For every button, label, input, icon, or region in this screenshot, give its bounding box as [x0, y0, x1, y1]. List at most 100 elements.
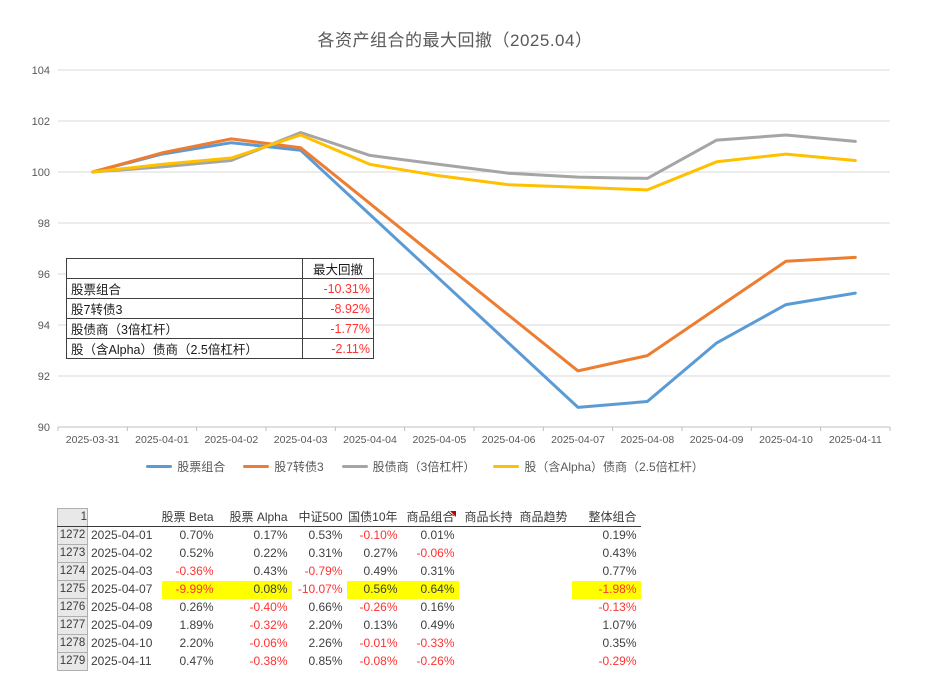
- value-cell[interactable]: 0.01%: [420, 528, 455, 543]
- row-number[interactable]: 1272: [57, 526, 88, 545]
- value-cell[interactable]: [517, 635, 572, 653]
- value-cell[interactable]: 2.20%: [179, 636, 214, 650]
- value-cell[interactable]: -0.36%: [175, 564, 214, 578]
- value-cell[interactable]: [459, 617, 517, 635]
- value-cell[interactable]: 0.19%: [602, 528, 637, 543]
- value-cell[interactable]: -0.06%: [249, 636, 288, 650]
- column-header-7[interactable]: 整体组合: [571, 508, 641, 527]
- value-cell[interactable]: [459, 563, 517, 581]
- row-number[interactable]: 1279: [57, 652, 88, 671]
- value-cell[interactable]: 0.49%: [363, 564, 398, 578]
- column-header-4[interactable]: 商品组合: [401, 508, 459, 527]
- value-cell[interactable]: 0.85%: [308, 654, 343, 668]
- value-cell[interactable]: 0.70%: [179, 528, 214, 543]
- value-cell[interactable]: 0.08%: [217, 580, 292, 599]
- value-cell[interactable]: [517, 581, 572, 599]
- column-header-5[interactable]: 商品长持: [458, 508, 517, 527]
- value-cell[interactable]: [517, 653, 572, 671]
- date-cell[interactable]: 2025-04-10: [91, 636, 153, 650]
- date-cell[interactable]: 2025-04-03: [91, 564, 153, 578]
- value-cell[interactable]: -0.29%: [598, 654, 637, 668]
- value-cell[interactable]: -0.26%: [416, 654, 455, 668]
- x-axis-label: 2025-04-05: [412, 434, 466, 446]
- row-number-header[interactable]: 1: [57, 508, 88, 527]
- column-header-2[interactable]: 中证500: [291, 508, 347, 527]
- value-cell[interactable]: 0.64%: [401, 580, 459, 599]
- x-axis-ticks: [57, 427, 891, 431]
- value-cell[interactable]: -0.33%: [416, 636, 455, 650]
- value-cell[interactable]: -0.38%: [249, 654, 288, 668]
- row-number[interactable]: 1278: [57, 634, 88, 653]
- value-cell[interactable]: [459, 581, 517, 599]
- value-cell[interactable]: -10.07%: [297, 582, 343, 596]
- y-axis-label: 92: [38, 371, 50, 383]
- value-cell[interactable]: 0.35%: [602, 636, 637, 650]
- value-cell[interactable]: 0.16%: [420, 600, 455, 614]
- spreadsheet-table: 1 股票 Beta 股票 Alpha 中证500 国债10年 商品组合 商品长持 商品趋势整…: [57, 508, 641, 671]
- value-cell[interactable]: 0.77%: [602, 564, 637, 578]
- date-cell[interactable]: 2025-04-11: [91, 654, 152, 668]
- row-number[interactable]: 1276: [57, 598, 88, 617]
- value-cell[interactable]: [517, 599, 572, 617]
- value-cell[interactable]: -0.40%: [249, 600, 288, 614]
- date-cell[interactable]: 2025-04-08: [91, 600, 153, 614]
- value-cell[interactable]: 0.43%: [602, 546, 637, 560]
- value-cell[interactable]: 1.89%: [179, 618, 214, 632]
- value-cell[interactable]: [459, 599, 517, 617]
- y-axis-label: 100: [32, 167, 50, 179]
- column-header-0[interactable]: 股票 Beta: [161, 508, 218, 527]
- value-cell[interactable]: 0.26%: [179, 600, 214, 614]
- value-cell[interactable]: -0.79%: [304, 564, 343, 578]
- value-cell[interactable]: 2.20%: [308, 618, 343, 632]
- value-cell[interactable]: -0.26%: [359, 600, 398, 614]
- value-cell[interactable]: [459, 635, 517, 653]
- drawdown-row-3: 股（含Alpha）债商（2.5倍杠杆） -2.11%: [66, 338, 374, 359]
- value-cell[interactable]: [459, 527, 517, 545]
- date-cell[interactable]: 2025-04-09: [91, 618, 153, 632]
- value-cell[interactable]: 0.47%: [179, 654, 214, 668]
- value-cell[interactable]: -0.08%: [359, 654, 398, 668]
- column-header-3[interactable]: 国债10年: [346, 508, 402, 527]
- column-header-1[interactable]: 股票 Alpha: [217, 508, 292, 527]
- column-header-6[interactable]: 商品趋势: [516, 508, 572, 527]
- value-cell[interactable]: 0.43%: [253, 564, 288, 578]
- value-cell[interactable]: [517, 527, 572, 545]
- value-cell[interactable]: 2.26%: [308, 636, 343, 650]
- value-cell[interactable]: 1.07%: [602, 618, 637, 632]
- value-cell[interactable]: [517, 545, 572, 563]
- value-cell[interactable]: -0.10%: [359, 528, 398, 543]
- value-cell[interactable]: -0.01%: [359, 636, 398, 650]
- value-cell[interactable]: -0.32%: [249, 618, 288, 632]
- value-cell[interactable]: 0.17%: [253, 528, 288, 543]
- value-cell[interactable]: 0.22%: [253, 546, 288, 560]
- value-cell[interactable]: 0.27%: [363, 546, 398, 560]
- value-cell[interactable]: 0.52%: [179, 546, 214, 560]
- value-cell[interactable]: 0.49%: [420, 618, 455, 632]
- value-cell[interactable]: 0.31%: [420, 564, 455, 578]
- value-cell[interactable]: [517, 617, 572, 635]
- value-cell[interactable]: -0.06%: [416, 546, 455, 560]
- date-cell[interactable]: 2025-04-01: [91, 528, 153, 543]
- value-cell[interactable]: [459, 653, 517, 671]
- row-number[interactable]: 1275: [57, 580, 88, 599]
- value-cell[interactable]: 0.13%: [363, 618, 398, 632]
- value-cell[interactable]: -9.99%: [161, 580, 218, 599]
- value-cell[interactable]: 0.56%: [346, 580, 402, 599]
- value-cell[interactable]: 0.66%: [308, 600, 343, 614]
- value-cell[interactable]: [517, 563, 572, 581]
- x-axis-label: 2025-04-07: [551, 434, 605, 446]
- value-cell[interactable]: 0.31%: [308, 546, 343, 560]
- row-number[interactable]: 1274: [57, 562, 88, 581]
- row-number[interactable]: 1273: [57, 544, 88, 563]
- date-cell[interactable]: 2025-04-02: [91, 546, 153, 560]
- drawdown-table: 最大回撤 股票组合 -10.31% 股7转债3 -8.92% 股债商（3倍杠杆）…: [66, 258, 374, 359]
- value-cell[interactable]: -1.98%: [571, 580, 641, 599]
- value-cell[interactable]: -0.13%: [598, 600, 637, 614]
- legend-label: 股7转债3: [274, 459, 324, 474]
- date-column-header[interactable]: [87, 508, 162, 527]
- value-cell[interactable]: [459, 545, 517, 563]
- date-cell[interactable]: 2025-04-07: [91, 582, 153, 596]
- value-cell[interactable]: 0.53%: [308, 528, 343, 543]
- row-number[interactable]: 1277: [57, 616, 88, 635]
